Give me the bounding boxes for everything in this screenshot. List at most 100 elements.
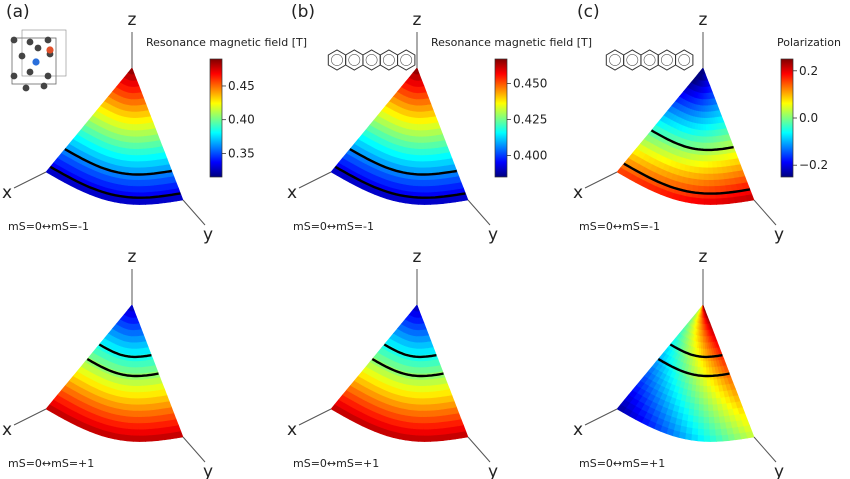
surface-cell <box>703 173 710 181</box>
surface-cell <box>407 165 414 174</box>
surface-cell <box>417 148 423 156</box>
z-axis-label: z <box>413 247 422 267</box>
surface-cell <box>697 428 705 436</box>
surface-cell <box>132 148 138 156</box>
surface-cell <box>692 421 699 429</box>
surface-cell <box>413 384 419 393</box>
resonance-contour <box>371 358 444 378</box>
colorbar-title: Polarization <box>777 36 841 49</box>
surface-cell <box>408 153 415 162</box>
surface-cell <box>403 159 410 167</box>
surface-cell <box>127 166 134 174</box>
sphere-octant-plot: z x y mS=0↔mS=-1 <box>287 10 498 245</box>
surface-cell <box>132 166 139 174</box>
surface-cell <box>123 396 129 405</box>
surface-cell <box>132 434 140 442</box>
surface-cell <box>117 408 124 416</box>
surface-cell <box>700 123 704 131</box>
colorbar-tick-label: 0.40 <box>228 113 255 127</box>
surface-cell <box>413 154 419 162</box>
surface-cell <box>412 397 419 405</box>
y-axis-label: y <box>203 225 213 245</box>
surface-cell <box>423 185 430 193</box>
surface-cell <box>698 409 705 417</box>
panel-0: (a) Resonance magnetic field [T] 0.45 0.40 0… <box>2 2 307 479</box>
surface-cell <box>699 391 705 399</box>
surface-cell <box>127 160 134 168</box>
surface-cell <box>118 159 125 167</box>
surface-cell <box>703 397 709 405</box>
panel-label: (a) <box>6 2 30 22</box>
y-axis-line <box>467 436 491 463</box>
axes: z x y mS=0↔mS=+1 <box>287 247 498 479</box>
surface-cell <box>412 403 419 411</box>
surface-cell <box>138 185 145 193</box>
surface-cell <box>123 390 130 399</box>
surface-cell <box>693 409 700 417</box>
y-axis-line <box>753 436 777 463</box>
surface-cell <box>412 409 419 417</box>
surface-cell <box>689 396 696 404</box>
surface-cell <box>417 179 424 187</box>
surface-cell <box>692 415 700 423</box>
pentacene-molecule-icon <box>327 49 416 71</box>
surface-cell <box>702 304 706 312</box>
surface-cell <box>703 434 711 442</box>
surface-cell <box>698 172 705 180</box>
surface-cell <box>405 427 413 436</box>
surface-cell <box>414 123 418 131</box>
colorbar-title: Resonance magnetic field [T] <box>146 36 307 49</box>
surface-cell <box>123 153 130 162</box>
surface-cell <box>118 165 125 173</box>
surface-cell <box>406 421 413 429</box>
surface-cell <box>692 184 699 192</box>
colorbar: Resonance magnetic field [T] 0.45 0.40 0.35 <box>146 36 307 178</box>
surface-cell <box>698 397 705 405</box>
surface-cell <box>413 147 419 156</box>
surface-cell <box>414 366 418 374</box>
surface-cell <box>703 410 710 418</box>
surface-cell <box>423 428 431 436</box>
axes: z x y mS=0↔mS=-1 <box>573 10 784 245</box>
surface-cell <box>403 402 410 410</box>
surface-cell <box>127 415 134 424</box>
surface-cell <box>416 67 420 75</box>
surface-cell <box>132 185 140 193</box>
surface-cell <box>408 396 414 405</box>
surface-cell <box>132 160 138 168</box>
axes: z x y mS=0↔mS=+1 <box>2 247 213 479</box>
x-axis-line <box>298 171 332 189</box>
surface-cell <box>691 433 699 442</box>
surface-cell <box>700 129 704 137</box>
surface-cell <box>688 408 695 416</box>
surface-cell <box>411 434 419 442</box>
surface-cell <box>128 384 134 393</box>
surface-cell <box>698 415 705 424</box>
surface-cell <box>417 385 423 393</box>
surface-cell <box>417 416 424 424</box>
axes: z x y mS=0↔mS=+1 <box>573 247 784 479</box>
surface-cell <box>129 360 133 368</box>
resonance-contour <box>669 343 723 359</box>
surface-mesh <box>330 304 469 442</box>
surface-cell <box>700 117 704 125</box>
surface-cell <box>137 416 145 424</box>
surface-cell <box>703 185 711 193</box>
surface-cell <box>405 433 413 442</box>
surface-cell <box>132 385 138 393</box>
surface-cell <box>121 178 129 186</box>
resonance-contour <box>49 165 181 199</box>
surface-cell <box>417 422 425 430</box>
surface-cell <box>401 414 409 423</box>
surface-cell <box>700 360 704 368</box>
surface-cell <box>121 415 129 423</box>
surface-cell <box>124 378 130 386</box>
surface-cell <box>406 415 414 423</box>
surface-cell <box>413 391 419 399</box>
surface-cell <box>132 179 139 187</box>
surface-cell <box>403 165 410 173</box>
surface-cell <box>129 123 133 131</box>
sphere-octant-plot: z x y mS=0↔mS=+1 <box>573 247 784 479</box>
surface-cell <box>403 396 410 404</box>
